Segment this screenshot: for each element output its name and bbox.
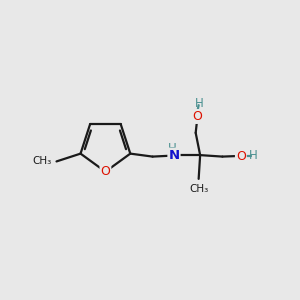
Text: H: H [168,142,177,155]
Text: H: H [195,98,204,110]
Text: O: O [192,110,202,123]
Text: N: N [168,148,179,162]
Text: H: H [249,149,258,162]
Text: CH₃: CH₃ [33,156,52,167]
Text: O: O [100,165,110,178]
Text: CH₃: CH₃ [189,184,208,194]
Text: O: O [236,149,246,163]
